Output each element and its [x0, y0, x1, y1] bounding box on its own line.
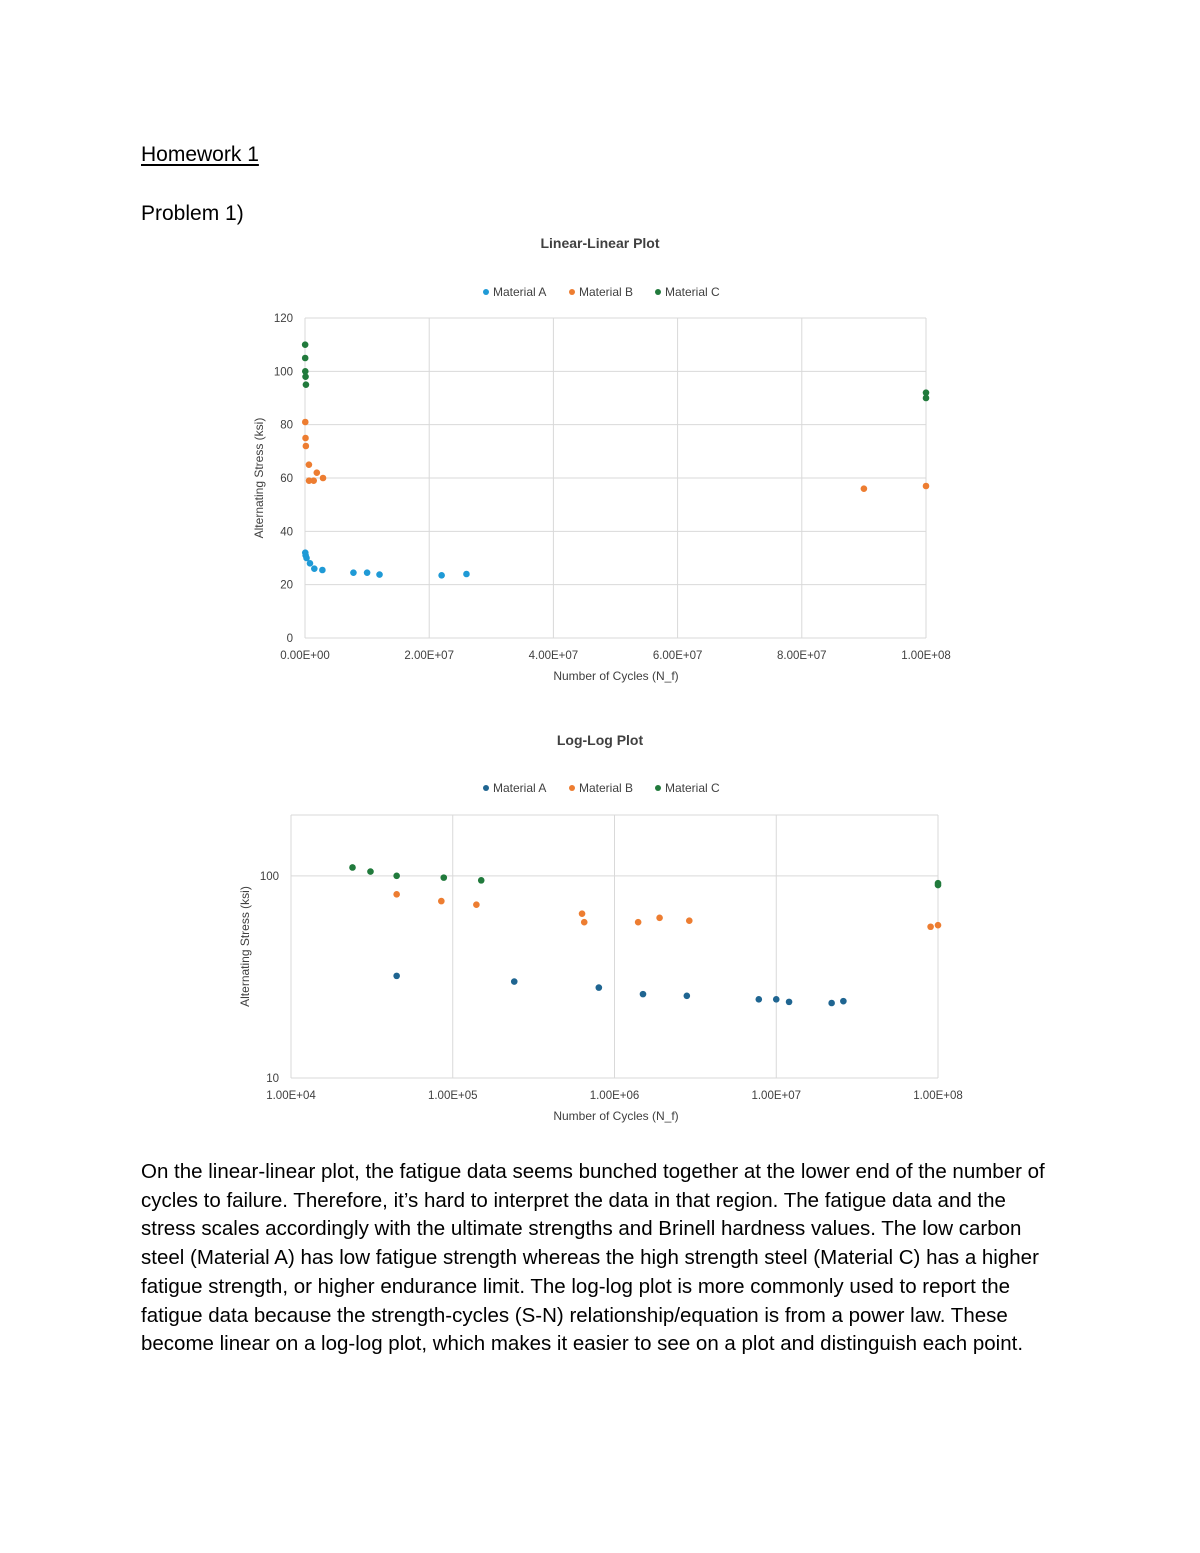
data-point-material-c [302, 373, 309, 380]
data-point-material-b [656, 914, 663, 922]
data-point-material-b [302, 442, 310, 450]
data-point-material-c [301, 368, 309, 375]
x-tick-label: 0.00E+00 [280, 650, 330, 662]
data-point-material-a [306, 560, 314, 567]
x-tick-label: 1.00E+04 [266, 1090, 316, 1102]
legend-label-2: Material B [579, 781, 633, 795]
data-point-material-b [473, 901, 480, 908]
data-point-material-c [922, 394, 930, 402]
legend-marker-2 [569, 785, 575, 791]
data-point-material-a [510, 978, 518, 985]
data-point-material-a [393, 972, 400, 980]
chart-title: Linear-Linear Plot [540, 235, 659, 251]
data-point-material-b [927, 923, 934, 931]
data-point-material-b [438, 897, 445, 905]
chart-title: Log-Log Plot [557, 732, 644, 748]
y-tick-label: 0 [287, 633, 293, 645]
data-point-material-a [755, 996, 763, 1003]
data-point-material-a [376, 571, 383, 578]
log-log-chart: Log-Log Plot Material A Material B Material… [238, 732, 963, 1123]
data-point-material-c [393, 872, 400, 880]
y-tick-label: 100 [274, 366, 293, 378]
legend-label-1: Material A [493, 285, 546, 299]
x-tick-label: 8.00E+07 [777, 650, 827, 662]
data-point-material-a [828, 999, 835, 1007]
x-tick-label: 1.00E+06 [590, 1090, 640, 1102]
legend-label-3: Material C [665, 781, 720, 795]
x-tick-label: 1.00E+08 [913, 1090, 963, 1102]
data-point-material-b [860, 485, 868, 492]
data-point-material-b [301, 418, 309, 426]
data-point-material-c [477, 877, 485, 884]
linear-linear-chart: Linear-Linear Plot Material A Material B Ma… [252, 235, 951, 683]
y-tick-label: 40 [280, 526, 293, 538]
y-axis-title: Alternating Stress (ksi) [238, 886, 252, 1007]
x-tick-label: 1.00E+08 [901, 650, 951, 662]
data-point-material-a [319, 566, 326, 574]
data-point-material-a [350, 569, 357, 576]
legend-marker-3 [655, 785, 661, 791]
x-tick-label: 1.00E+05 [428, 1090, 478, 1102]
data-point-material-c [440, 874, 448, 881]
x-tick-label: 4.00E+07 [529, 650, 579, 662]
data-point-material-b [685, 917, 693, 924]
data-point-material-a [639, 990, 647, 998]
y-tick-label: 120 [274, 313, 293, 325]
data-point-material-a [595, 984, 603, 991]
data-point-material-b [922, 482, 930, 490]
x-axis-title: Number of Cycles (N_f) [553, 669, 678, 683]
data-point-material-a [785, 998, 793, 1006]
data-point-material-a [463, 570, 470, 578]
x-axis-title: Number of Cycles (N_f) [553, 1109, 678, 1123]
legend-marker-1 [483, 785, 489, 791]
data-point-material-b [578, 910, 586, 917]
data-point-material-c [922, 389, 930, 396]
legend-label-1: Material A [493, 781, 546, 795]
document-title: Homework 1 [141, 143, 259, 166]
data-point-material-a [363, 569, 371, 576]
data-point-material-c [301, 354, 309, 362]
data-point-material-a [438, 572, 445, 579]
data-point-material-a [683, 992, 691, 1000]
data-point-material-b [310, 477, 317, 484]
body-paragraph: On the linear-linear plot, the fatigue d… [141, 1160, 1045, 1356]
legend-label-2: Material B [579, 285, 633, 299]
data-point-material-b [319, 474, 327, 482]
y-tick-label: 20 [280, 580, 293, 592]
data-point-material-a [311, 565, 318, 572]
data-point-material-b [302, 434, 309, 442]
data-point-material-b [313, 469, 321, 476]
data-point-material-a [840, 997, 847, 1005]
y-tick-label: 10 [266, 1073, 279, 1085]
data-point-material-b [634, 918, 642, 926]
data-point-material-c [934, 881, 942, 889]
x-tick-label: 2.00E+07 [404, 650, 454, 662]
data-point-material-c [302, 381, 310, 388]
data-point-material-c [367, 868, 374, 875]
legend-marker-3 [655, 289, 661, 295]
y-tick-label: 80 [280, 420, 293, 432]
y-axis-title: Alternating Stress (ksi) [252, 418, 266, 539]
data-point-material-c [301, 341, 309, 348]
data-point-material-b [305, 477, 313, 484]
problem-label: Problem 1) [141, 202, 244, 225]
y-tick-label: 100 [260, 871, 279, 883]
data-point-material-a [303, 554, 310, 562]
legend-label-3: Material C [665, 285, 720, 299]
legend-marker-1 [483, 289, 489, 295]
data-point-material-a [772, 996, 780, 1003]
data-point-material-b [934, 921, 942, 929]
data-point-material-b [393, 891, 400, 898]
data-point-material-b [305, 461, 313, 468]
y-tick-label: 60 [280, 473, 293, 485]
x-tick-label: 1.00E+07 [751, 1090, 801, 1102]
legend-marker-2 [569, 289, 575, 295]
x-tick-label: 6.00E+07 [653, 650, 703, 662]
data-point-material-b [580, 918, 588, 926]
data-point-material-c [349, 864, 356, 871]
